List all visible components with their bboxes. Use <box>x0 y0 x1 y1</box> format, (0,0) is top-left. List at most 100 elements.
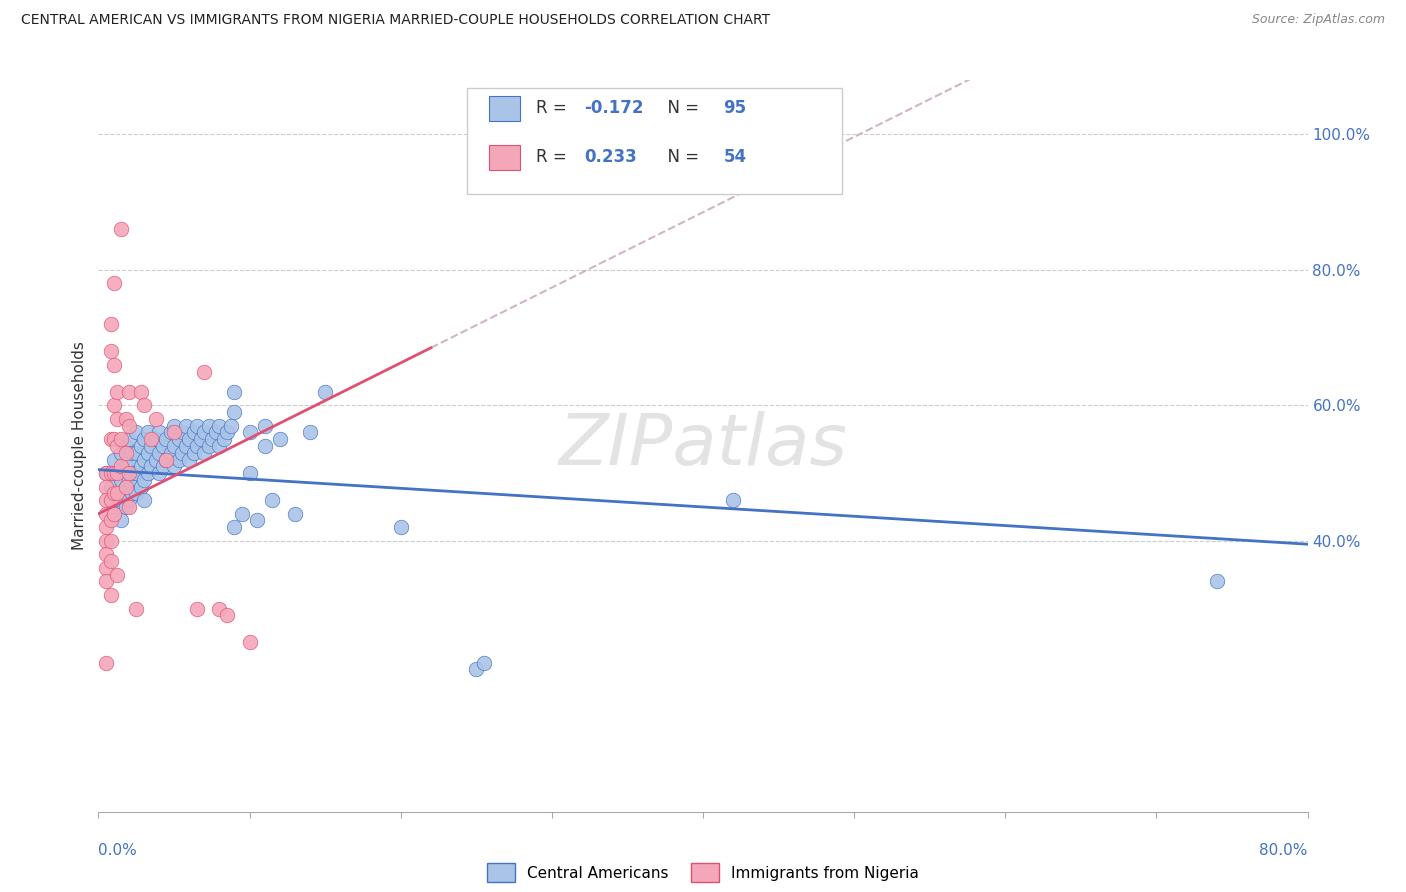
Legend: Central Americans, Immigrants from Nigeria: Central Americans, Immigrants from Niger… <box>481 857 925 888</box>
Point <box>284 507 307 521</box>
Point <box>94 547 117 561</box>
Point <box>121 486 143 500</box>
Point <box>145 452 167 467</box>
Point <box>723 493 745 508</box>
Point <box>246 514 269 528</box>
Point <box>314 384 336 399</box>
Point <box>110 446 132 460</box>
Point <box>163 418 186 433</box>
Point <box>193 425 215 440</box>
Text: N =: N = <box>657 148 704 166</box>
Point <box>141 439 163 453</box>
Point <box>103 358 125 372</box>
Text: N =: N = <box>657 99 704 117</box>
Point <box>94 656 117 670</box>
Point <box>110 432 132 446</box>
Point <box>167 452 190 467</box>
Point <box>100 466 122 480</box>
Y-axis label: Married-couple Households: Married-couple Households <box>72 342 87 550</box>
Point <box>472 656 495 670</box>
Point <box>125 466 148 480</box>
Point <box>136 466 159 480</box>
Point <box>118 493 141 508</box>
Text: 80.0%: 80.0% <box>1260 843 1308 858</box>
Point <box>148 446 170 460</box>
Text: -0.172: -0.172 <box>585 99 644 117</box>
Point <box>170 425 193 440</box>
Point <box>262 493 284 508</box>
Point <box>114 480 136 494</box>
Point <box>299 425 322 440</box>
Point <box>114 459 136 474</box>
Point <box>174 439 197 453</box>
Point <box>190 432 212 446</box>
Point <box>197 439 219 453</box>
Point <box>105 384 128 399</box>
Point <box>215 425 238 440</box>
Point <box>224 405 246 419</box>
Point <box>160 446 183 460</box>
Point <box>94 561 117 575</box>
FancyBboxPatch shape <box>467 87 842 194</box>
Point <box>208 418 231 433</box>
Point <box>155 452 177 467</box>
Point <box>193 446 215 460</box>
Point <box>269 432 291 446</box>
FancyBboxPatch shape <box>489 95 520 120</box>
Point <box>114 480 136 494</box>
Point <box>239 466 262 480</box>
Point <box>183 425 205 440</box>
Point <box>224 520 246 534</box>
Point <box>208 601 231 615</box>
Point <box>174 418 197 433</box>
Point <box>118 432 141 446</box>
Point <box>118 473 141 487</box>
Point <box>100 432 122 446</box>
Point <box>121 446 143 460</box>
Point <box>105 439 128 453</box>
Point <box>118 452 141 467</box>
Point <box>1206 574 1229 589</box>
Point <box>205 425 228 440</box>
Point <box>221 418 243 433</box>
Point <box>167 432 190 446</box>
Point <box>145 432 167 446</box>
Point <box>100 533 122 548</box>
Point <box>110 473 132 487</box>
Text: 54: 54 <box>724 148 747 166</box>
Point <box>94 466 117 480</box>
Point <box>132 493 155 508</box>
Point <box>118 500 141 514</box>
Point <box>125 446 148 460</box>
Point <box>183 446 205 460</box>
Point <box>148 425 170 440</box>
Point <box>170 446 193 460</box>
Point <box>118 466 141 480</box>
Point <box>129 384 152 399</box>
Point <box>114 412 136 426</box>
Point <box>201 432 224 446</box>
Point <box>118 384 141 399</box>
Text: R =: R = <box>536 99 572 117</box>
Point <box>103 493 125 508</box>
Point <box>148 466 170 480</box>
Point <box>125 425 148 440</box>
Point <box>129 459 152 474</box>
Point <box>103 452 125 467</box>
Point <box>110 514 132 528</box>
Point <box>141 459 163 474</box>
Point <box>105 486 128 500</box>
Point <box>136 446 159 460</box>
Point <box>103 486 125 500</box>
Point <box>125 601 148 615</box>
Point <box>186 439 208 453</box>
Point <box>253 439 276 453</box>
Point <box>160 425 183 440</box>
FancyBboxPatch shape <box>489 145 520 169</box>
Point <box>100 493 122 508</box>
Point <box>163 425 186 440</box>
Point <box>100 480 122 494</box>
Point <box>155 452 177 467</box>
Point <box>100 344 122 359</box>
Point <box>103 398 125 412</box>
